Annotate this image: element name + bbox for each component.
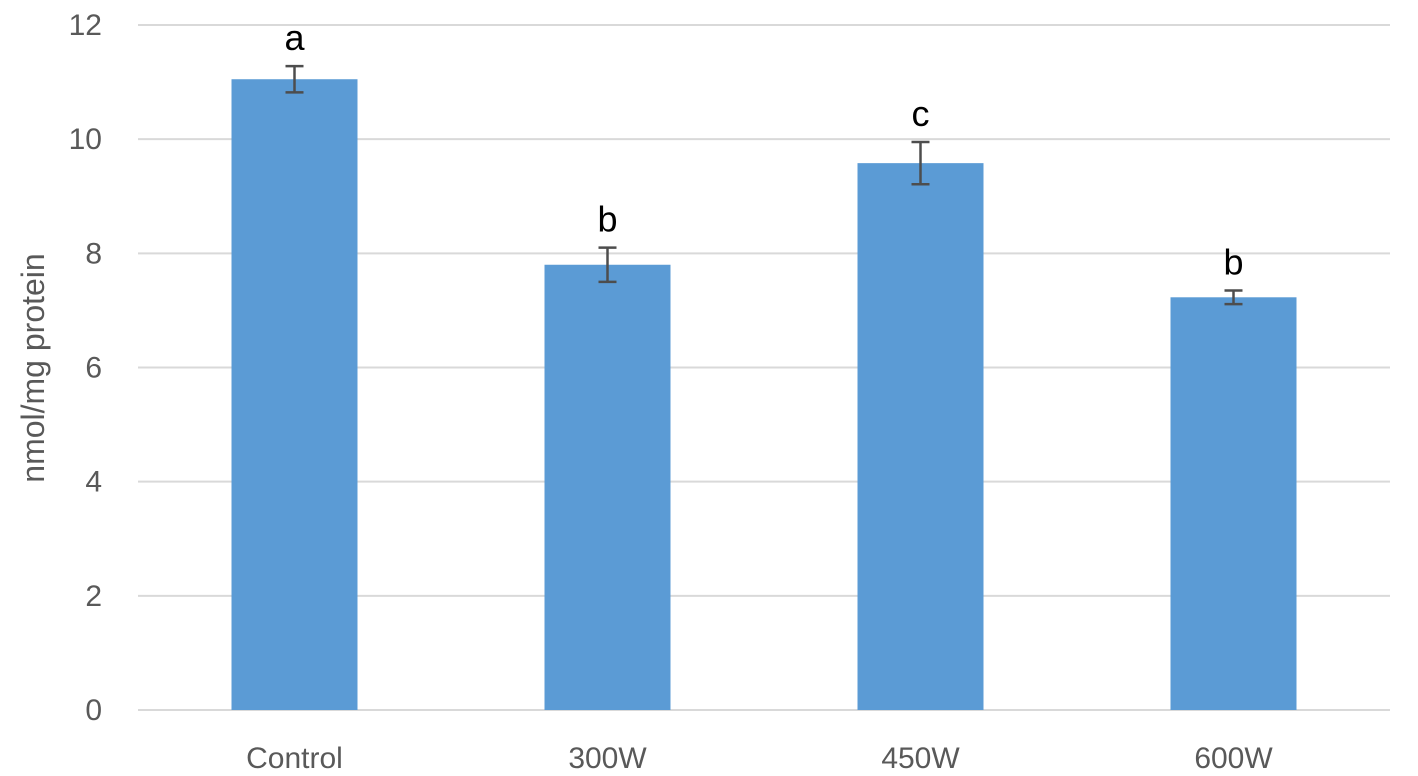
x-axis-ticks: Control 300W 450W 600W xyxy=(246,742,1273,775)
y-tick-label: 8 xyxy=(85,237,102,270)
y-tick-label: 10 xyxy=(69,123,102,156)
x-tick-label: Control xyxy=(246,742,343,775)
significance-label: a xyxy=(284,17,305,58)
y-tick-label: 4 xyxy=(85,466,102,499)
x-tick-label: 450W xyxy=(881,742,960,775)
bar-600w xyxy=(1170,297,1297,710)
bar-control xyxy=(231,79,358,710)
y-tick-label: 2 xyxy=(85,580,102,613)
bars xyxy=(231,79,1297,710)
error-bar xyxy=(1224,289,1243,306)
y-axis-title: nmol/mg protein xyxy=(15,253,51,482)
error-bar xyxy=(911,140,930,186)
bar-450w xyxy=(857,163,984,710)
x-tick-label: 300W xyxy=(568,742,647,775)
error-bar xyxy=(598,246,617,284)
significance-labels: a b c b xyxy=(284,17,1243,282)
y-tick-label: 6 xyxy=(85,352,102,385)
significance-label: b xyxy=(597,199,617,240)
error-bars xyxy=(285,64,1243,306)
y-axis-ticks: 0 2 4 6 8 10 12 xyxy=(69,9,102,727)
error-bar xyxy=(285,64,304,94)
y-tick-label: 12 xyxy=(69,9,102,42)
bar-300w xyxy=(544,264,671,710)
y-tick-label: 0 xyxy=(85,694,102,727)
significance-label: b xyxy=(1223,241,1243,282)
x-tick-label: 600W xyxy=(1194,742,1273,775)
significance-label: c xyxy=(912,93,930,134)
